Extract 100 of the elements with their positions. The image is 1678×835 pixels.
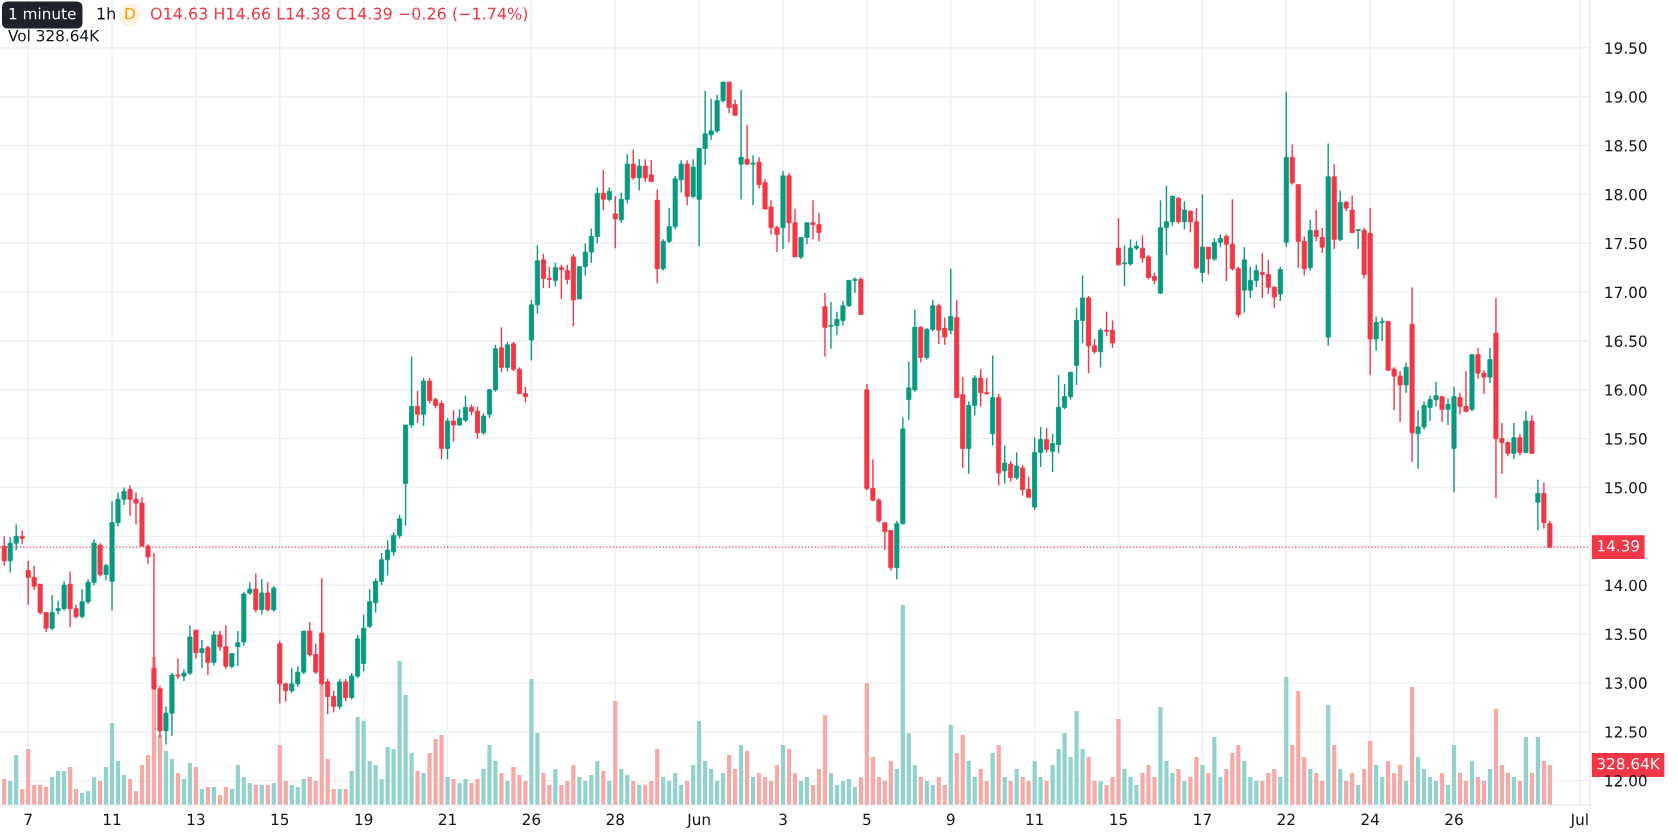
x-tick-label: 24 [1361, 813, 1379, 825]
bar [912, 765, 917, 805]
candlestick [205, 645, 211, 676]
bar [900, 605, 905, 805]
bar [828, 773, 834, 805]
bar [1344, 781, 1349, 805]
x-tick-label: 11 [1026, 813, 1043, 825]
bar [8, 781, 13, 805]
bar [1218, 777, 1223, 805]
bar [667, 781, 672, 805]
candlestick [480, 412, 486, 436]
y-tick-label: 15.50 [1605, 433, 1647, 445]
candlestick [271, 585, 277, 613]
bar [1188, 777, 1193, 805]
bar [127, 779, 133, 805]
candlestick [1205, 246, 1211, 276]
bar [1320, 781, 1325, 805]
bar [1050, 765, 1055, 805]
bar [673, 773, 678, 805]
bar [607, 781, 612, 805]
bar [20, 789, 25, 805]
text: 328.64K [1597, 757, 1661, 770]
bar [1278, 777, 1283, 805]
bar [97, 781, 103, 805]
candlestick [498, 326, 504, 373]
bar [1445, 785, 1451, 805]
bar [223, 787, 228, 805]
bar [1505, 773, 1511, 805]
bar [175, 773, 181, 805]
bar [283, 781, 288, 805]
bar [343, 789, 348, 805]
x-tick-label: 5 [863, 813, 871, 826]
bar [697, 721, 702, 805]
bar [241, 777, 246, 805]
bar [625, 775, 630, 805]
bar [205, 787, 210, 805]
bar [822, 715, 828, 805]
bar [978, 769, 983, 805]
bar [1230, 753, 1235, 805]
bar [235, 765, 240, 805]
bar [169, 759, 175, 805]
bar [1475, 777, 1481, 805]
bar [1002, 777, 1007, 805]
bar [313, 781, 318, 805]
bar [840, 781, 846, 805]
bar [451, 779, 456, 805]
bar [715, 781, 720, 805]
bar [1206, 773, 1211, 805]
bar [499, 773, 504, 805]
candlestick [630, 148, 636, 181]
y-tick-label: 13.50 [1605, 628, 1647, 641]
bar [2, 779, 7, 805]
x-tick-label: 26 [1445, 813, 1463, 826]
x-tick-label: 26 [522, 813, 541, 826]
bar [541, 773, 546, 805]
candlestick [1181, 200, 1187, 231]
bar [253, 785, 258, 805]
bar [804, 777, 810, 805]
bar [1374, 765, 1379, 805]
bar [727, 755, 732, 805]
bar [774, 765, 780, 805]
bar [445, 777, 450, 805]
bar [930, 785, 935, 805]
bar [391, 749, 396, 805]
bar [744, 751, 750, 805]
bar [721, 773, 726, 805]
bar [1098, 781, 1103, 805]
bar [535, 733, 540, 805]
bar [559, 785, 564, 805]
candlestick [1535, 478, 1541, 532]
bar [1350, 773, 1355, 805]
bar [1481, 781, 1487, 805]
candlestick [822, 292, 828, 358]
candlestick [1511, 422, 1517, 460]
bar [1392, 773, 1397, 805]
candlestick [750, 154, 756, 206]
x-tick-label: 17 [1194, 813, 1211, 825]
bar [337, 789, 342, 805]
bar [661, 777, 666, 805]
bar [1415, 757, 1421, 805]
candlestick [1014, 451, 1020, 481]
annotation: D [125, 8, 135, 20]
y-tick-label: 12.00 [1605, 775, 1647, 787]
bar [685, 781, 690, 805]
x-tick-label: 15 [271, 813, 289, 826]
bar [529, 679, 534, 805]
bar [32, 785, 37, 805]
x-tick-label: 13 [187, 813, 205, 826]
bar [996, 745, 1001, 805]
candlestick [1313, 209, 1319, 242]
x-tick-label: 7 [24, 813, 32, 825]
bar [385, 747, 390, 805]
bar [163, 751, 169, 805]
candlestick [193, 629, 199, 660]
x-tick-label: 15 [1110, 813, 1127, 826]
candlestick [451, 409, 457, 443]
bar [1451, 745, 1457, 805]
bar [864, 683, 869, 805]
bar [331, 789, 336, 805]
candlestick [343, 678, 349, 703]
